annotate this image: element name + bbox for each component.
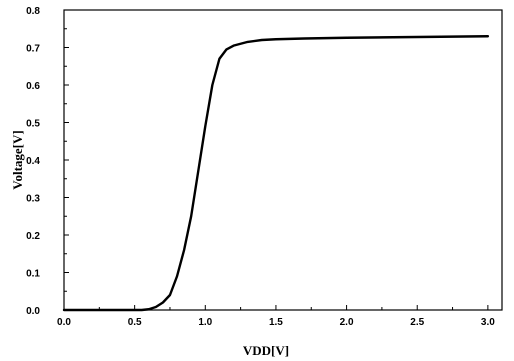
x-axis-title: VDD[V] [243, 343, 289, 358]
x-tick-label: 2.0 [340, 317, 354, 328]
y-tick-label: 0.6 [26, 81, 40, 92]
x-tick-label: 2.5 [410, 317, 424, 328]
y-tick-label: 0.4 [26, 156, 40, 167]
y-tick-label: 0.0 [26, 306, 40, 317]
series-line-0 [62, 35, 490, 312]
y-axis-title: Voltage[V] [10, 130, 25, 189]
y-tick-label: 0.8 [26, 6, 40, 17]
y-tick-label: 0.5 [26, 119, 40, 130]
x-tick-label: 0.0 [57, 317, 71, 328]
x-tick-label: 0.5 [128, 317, 142, 328]
y-tick-label: 0.3 [26, 194, 40, 205]
y-tick-label: 0.7 [26, 44, 40, 55]
y-tick-label: 0.1 [26, 269, 40, 280]
x-tick-label: 1.0 [198, 317, 212, 328]
x-tick-label: 3.0 [481, 317, 495, 328]
x-tick-label: 1.5 [269, 317, 283, 328]
plot-area: 0.0 0.5 1.0 1.5 2.0 2.5 3.0 0.0 0.1 0.2 0.3 0.4 0.5 0… [26, 6, 503, 328]
y-tick-label: 0.2 [26, 231, 40, 242]
plot-frame [63, 9, 503, 311]
